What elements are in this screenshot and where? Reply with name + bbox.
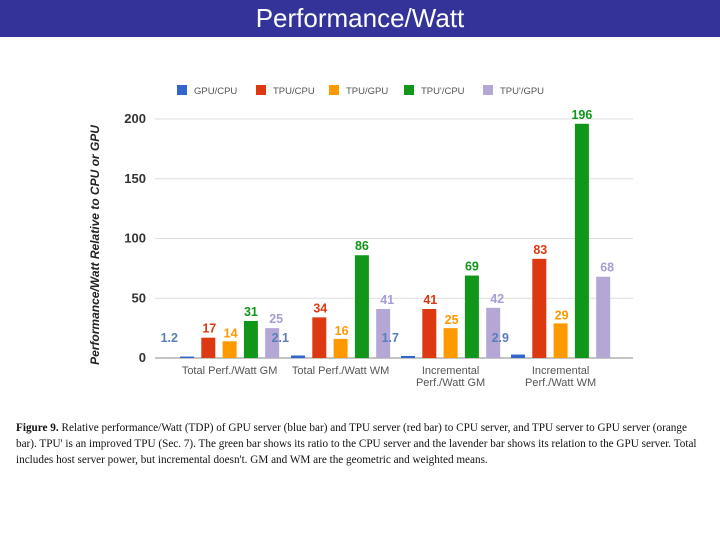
data-label: 16 [335, 324, 349, 338]
axes: 0 50 100 150 200 Total Perf./Watt GM Total Per… [124, 111, 596, 389]
bar [596, 276, 611, 358]
bar [243, 320, 258, 358]
x-tick-label: Total Perf./Watt WM [292, 365, 389, 377]
bars [180, 123, 611, 358]
bar [443, 328, 458, 358]
bar [180, 356, 194, 358]
caption-text: Relative performance/Watt (TDP) of GPU s… [16, 422, 697, 466]
bar [422, 309, 437, 358]
bar [574, 123, 589, 358]
legend-label: GPU/CPU [194, 86, 237, 97]
data-label: 83 [533, 243, 547, 257]
data-label: 2.1 [272, 331, 289, 345]
legend-label: TPU'/CPU [421, 86, 465, 97]
bar [333, 338, 348, 358]
data-label: 29 [555, 308, 569, 322]
bar-chart: 1.2 17 14 31 25 2.1 34 16 86 41 1.7 41 25 69 42 2.9 83 29… [88, 85, 633, 389]
data-label: 25 [445, 313, 459, 327]
bar [265, 328, 280, 358]
y-tick-label: 50 [132, 290, 146, 305]
bar [511, 354, 525, 358]
data-label: 31 [244, 305, 258, 319]
bar [354, 255, 369, 358]
data-label: 69 [465, 260, 479, 274]
bar [532, 258, 547, 358]
y-tick-label: 100 [124, 231, 146, 246]
data-label: 41 [380, 293, 394, 307]
data-label: 42 [490, 292, 504, 306]
bar [291, 355, 305, 358]
x-tick-label: Total Perf./Watt GM [182, 365, 278, 377]
legend-label: TPU/GPU [346, 86, 388, 97]
legend-swatch [404, 85, 414, 95]
x-tick-label: Incremental [422, 365, 479, 377]
y-tick-label: 150 [124, 171, 146, 186]
slide-title: Performance/Watt [0, 0, 720, 37]
data-label: 34 [313, 301, 327, 315]
x-tick-label: Perf./Watt WM [525, 377, 596, 389]
legend-swatch [177, 85, 187, 95]
bar [486, 307, 501, 358]
caption-label: Figure 9. [16, 422, 59, 434]
x-tick-label: Perf./Watt GM [416, 377, 485, 389]
legend-swatch [329, 85, 339, 95]
bar [376, 309, 391, 358]
bar [401, 355, 415, 358]
legend-swatch [483, 85, 493, 95]
y-tick-label: 0 [139, 350, 146, 365]
data-label: 14 [224, 326, 238, 340]
bar [312, 317, 327, 358]
legend: GPU/CPU TPU/CPU TPU/GPU TPU'/CPU TPU'/GPU [177, 85, 544, 97]
data-label: 86 [355, 239, 369, 253]
figure-caption: Figure 9. Relative performance/Watt (TDP… [16, 420, 710, 468]
bar [553, 323, 568, 358]
x-tick-label: Incremental [532, 365, 589, 377]
bar [222, 341, 237, 358]
data-label: 17 [202, 322, 216, 336]
data-label: 41 [423, 293, 437, 307]
data-label: 68 [600, 261, 614, 275]
bar [464, 275, 479, 358]
y-tick-label: 200 [124, 111, 146, 126]
legend-swatch [256, 85, 266, 95]
legend-label: TPU'/GPU [500, 86, 544, 97]
data-label: 25 [269, 312, 283, 326]
data-label: 1.2 [161, 331, 178, 345]
legend-label: TPU/CPU [273, 86, 315, 97]
y-axis-label: Performance/Watt Relative to CPU or GPU [88, 125, 102, 365]
data-label: 1.7 [382, 331, 399, 345]
data-labels: 1.2 17 14 31 25 2.1 34 16 86 41 1.7 41 25 69 42 2.9 83 29… [161, 108, 615, 345]
data-label: 2.9 [492, 331, 509, 345]
bar [201, 337, 216, 358]
data-label: 196 [571, 108, 592, 122]
